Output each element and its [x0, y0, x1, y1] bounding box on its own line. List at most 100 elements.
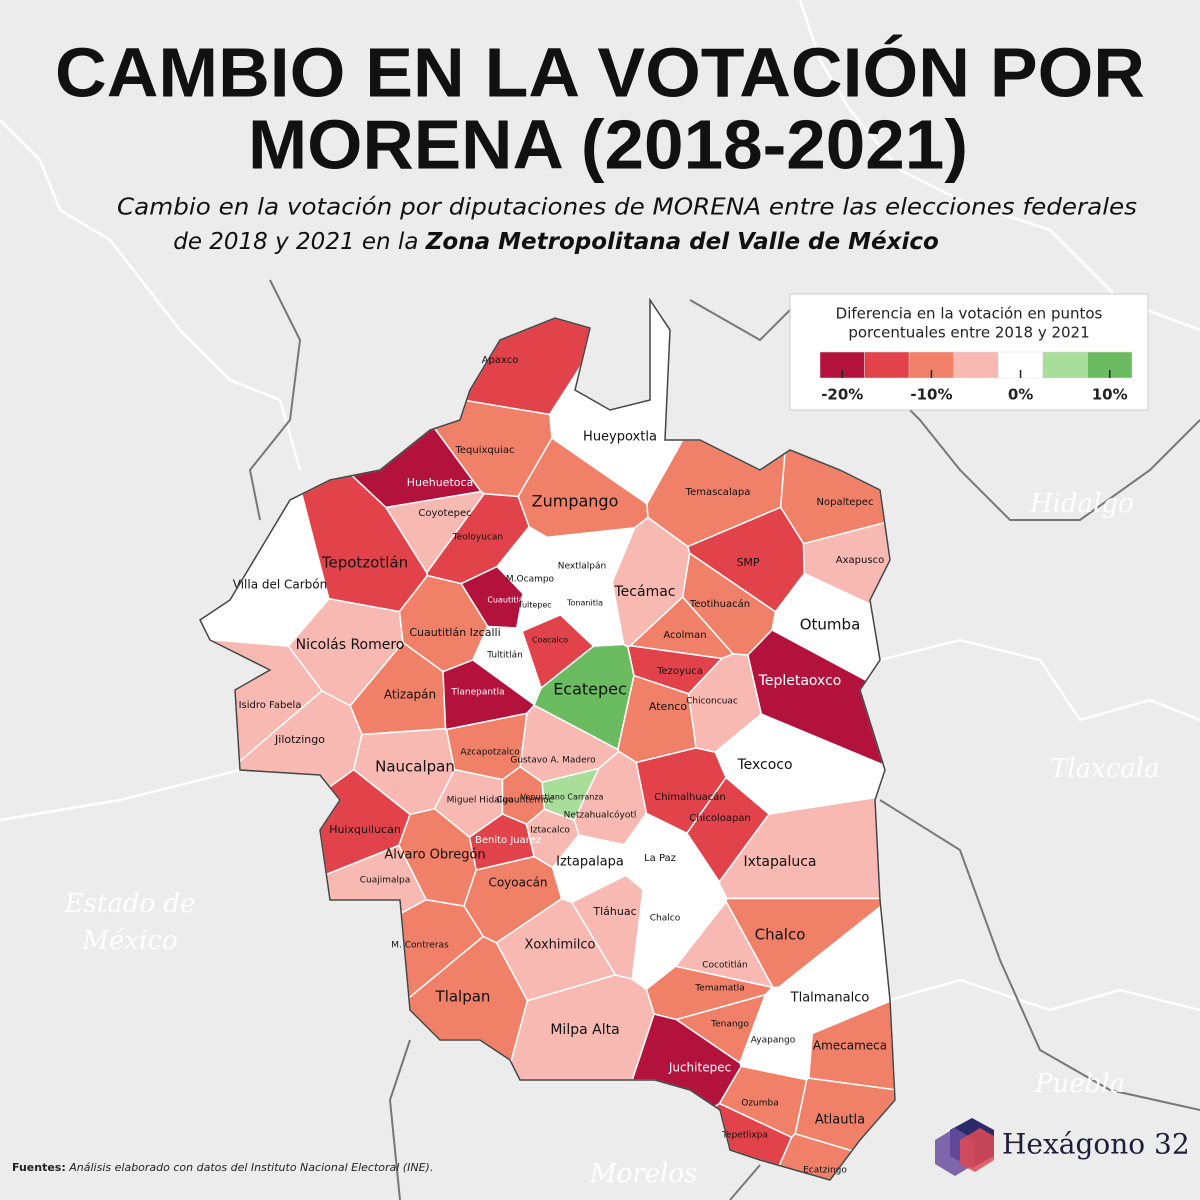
border [0, 119, 302, 471]
title: CAMBIO EN LA VOTACIÓN POR [55, 33, 1145, 111]
legend-tick-label: -20% [821, 386, 863, 404]
state-label: Tlaxcala [1050, 754, 1160, 784]
border [889, 978, 1200, 1012]
municipality-label: Nextlalpán [558, 562, 606, 572]
legend-swatch [953, 351, 999, 379]
municipality-label: Teoloyucan [452, 533, 503, 543]
municipality-label: Acolman [663, 630, 706, 641]
source-text: Análisis elaborado con datos del Institu… [66, 1161, 434, 1174]
legend-tick-label: 10% [1092, 386, 1128, 404]
logo: Hexágono 32 [935, 1118, 1190, 1176]
municipality-label: Cuajimalpa [360, 876, 411, 886]
legend-title: Diferencia en la votación en puntos [836, 305, 1103, 323]
municipality-label: Cuauhtémoc [496, 795, 553, 806]
municipality-label: Atenco [649, 700, 687, 713]
municipality-label: Nicolás Romero [296, 637, 405, 653]
municipality-label: Miguel Hidalgo [447, 796, 514, 806]
municipality-label: Apaxco [482, 355, 519, 366]
municipality-label: Tenango [710, 1020, 749, 1030]
municipality-label: Alvaro Obregón [384, 848, 485, 863]
subtitle-bold: Zona Metropolitana del Valle de México [425, 229, 939, 255]
border [0, 768, 241, 822]
municipality-label: Temascalapa [685, 487, 751, 498]
legend-tick-label: 0% [1008, 386, 1033, 404]
municipality-label: Gustavo A. Madero [510, 756, 596, 766]
municipality-label: Tecámac [614, 584, 676, 600]
municipality-label: Venustiano Carranza [521, 793, 604, 802]
state-label: México [81, 926, 177, 956]
border [798, 0, 1200, 332]
municipality-label: Teotihuacán [689, 598, 750, 610]
municipality-label: Tepotzotlán [321, 554, 408, 572]
municipality-label: Huixquilucan [329, 823, 401, 836]
municipality-label: Jilotzingo [274, 733, 325, 746]
source-label: Fuentes: [12, 1161, 66, 1174]
municipality-label: Cuautitlán [487, 596, 528, 605]
legend-tick-label: -10% [910, 386, 952, 404]
subtitle-part: de 2018 y 2021 en la [173, 229, 426, 255]
municipality-label: Tezoyuca [656, 666, 703, 677]
municipality-label: Atizapán [384, 688, 436, 702]
state-labels: Hidalgo Tlaxcala Puebla Morelos Estado d… [64, 489, 1160, 1189]
municipality-label: Chalco [650, 914, 681, 924]
municipality-label: Cocotitlán [702, 961, 748, 971]
state-line [388, 1039, 411, 1200]
municipality-label: Azcapotzalco [460, 748, 520, 758]
municipality-label: Huehuetoca [407, 476, 474, 489]
legend-swatch [864, 351, 910, 379]
brand: Hexágono 32 [1002, 1128, 1190, 1161]
municipality-label: M.Ocampo [506, 575, 555, 585]
municipality-label: Xoxhimilco [525, 938, 596, 953]
municipality-label: Coacalco [532, 636, 568, 645]
border [879, 638, 1200, 722]
municipality-label: Hueypoxtla [583, 430, 657, 445]
municipality-label: Juchitepec [668, 1061, 731, 1075]
municipality-label: Netzahualcóyotl [564, 810, 637, 821]
municipality-label: Zumpango [532, 492, 619, 511]
state-label: Estado de [64, 889, 196, 919]
municipality-label: Chicoloapan [689, 813, 751, 824]
municipality-label: Benito Juarez [475, 835, 541, 846]
municipality-label: M. Contreras [391, 941, 449, 951]
legend-swatch [1042, 351, 1088, 379]
zone-outline [199, 297, 896, 1181]
municipality-label: La Paz [644, 853, 676, 864]
state-label: Morelos [589, 1159, 697, 1189]
municipality-label: SMP [736, 556, 759, 569]
municipality-label: Tonanitla [566, 599, 603, 608]
state-label: Hidalgo [1029, 489, 1134, 519]
state-lines [248, 279, 1200, 1200]
municipality-label: Tultitlán [486, 651, 523, 661]
municipality-label: Otumba [800, 616, 861, 634]
municipality-label: Naucalpan [375, 758, 455, 776]
municipality-label: Villa del Carbón [233, 578, 328, 592]
municipality-label: Cuautitlán Izcalli [409, 626, 500, 639]
subtitle: Cambio en la votación por diputaciones d… [117, 195, 1137, 221]
source: Fuentes: Análisis elaborado con datos de… [12, 1161, 433, 1174]
state-borders [0, 0, 1200, 1012]
municipality-label: Amecameca [813, 1039, 887, 1053]
municipality-label: Chiconcuac [686, 697, 738, 707]
municipality-label: Axapusco [836, 555, 884, 566]
municipality-label: Ozumba [741, 1099, 779, 1109]
legend-swatch [1087, 351, 1133, 379]
state-line [689, 298, 1200, 521]
municipality-label: Tlanepantla [450, 688, 504, 698]
map: Apaxco Hueypoxtla Tequixquiac Huehuetoca Zum… [199, 297, 896, 1181]
state-line [248, 279, 302, 521]
municipality-label: Isidro Fabela [239, 700, 302, 711]
state-line [879, 799, 1200, 1111]
municipality-label: Nopaltepec [817, 497, 874, 508]
state-label: Puebla [1034, 1069, 1125, 1099]
legend-title: porcentuales entre 2018 y 2021 [848, 324, 1089, 342]
title: MORENA (2018-2021) [248, 105, 968, 183]
municipality-label: Tlalmanalco [790, 991, 870, 1006]
municipality-label: Coyoacán [488, 876, 547, 890]
municipality-label: Temamatla [694, 984, 745, 994]
municipality-label: Chimalhuacán [654, 791, 726, 803]
municipality-label: Iztacalco [530, 826, 570, 836]
municipality-label: Milpa Alta [550, 1022, 619, 1038]
municipality-label: Coyotepec [418, 508, 471, 519]
municipality-label: Tláhuac [592, 905, 636, 918]
